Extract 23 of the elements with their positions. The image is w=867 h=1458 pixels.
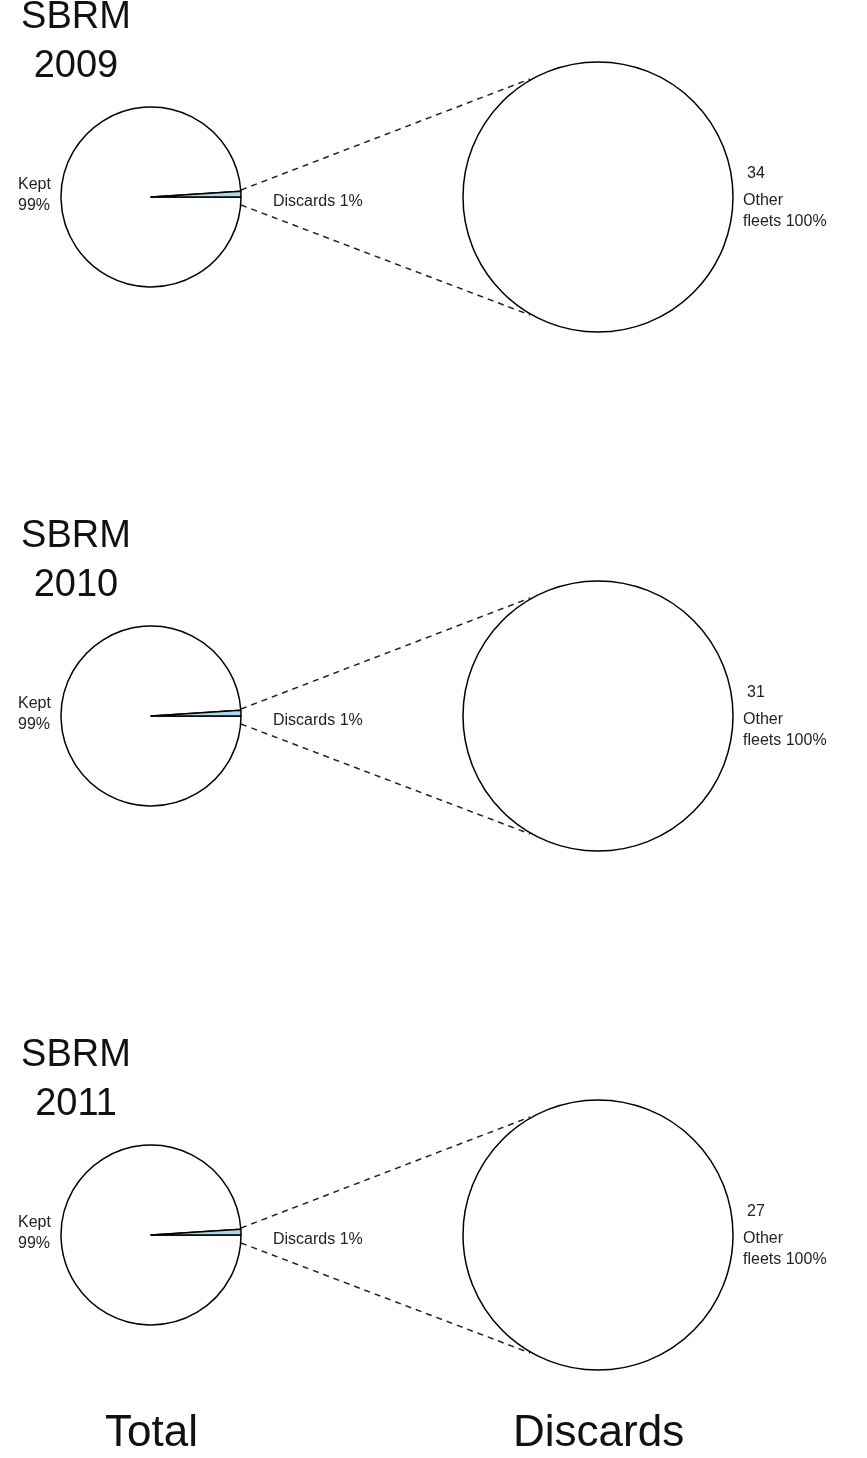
slice-label: Discards 1% bbox=[273, 192, 363, 209]
slice-label: Kept bbox=[18, 175, 52, 192]
data-label: 99% bbox=[18, 1233, 51, 1251]
slice-label: Kept bbox=[18, 1213, 52, 1230]
slice-label: Other fleets 100% bbox=[743, 710, 827, 748]
pie-slice bbox=[60, 625, 242, 807]
text: Discards bbox=[513, 1406, 685, 1455]
pie-slice bbox=[60, 1144, 242, 1326]
pie-slice bbox=[60, 106, 242, 288]
slice-label: Kept bbox=[18, 694, 52, 711]
data-label: 99% bbox=[18, 714, 51, 732]
slice-label: Other fleets 100% bbox=[743, 1229, 827, 1267]
text: 34 bbox=[747, 164, 765, 181]
slice-label: Discards 1% bbox=[273, 711, 363, 728]
chart-title: SBRM 2010 bbox=[21, 512, 131, 604]
text: Total bbox=[105, 1406, 198, 1455]
slice-label: Other fleets 100% bbox=[743, 191, 827, 229]
chart-title: SBRM 2009 bbox=[21, 0, 131, 85]
data-label: 99% bbox=[18, 195, 51, 213]
text: 31 bbox=[747, 683, 765, 700]
slice-label: Discards 1% bbox=[273, 1230, 363, 1247]
chart-title: SBRM 2011 bbox=[21, 1031, 131, 1123]
text: 27 bbox=[747, 1202, 765, 1219]
